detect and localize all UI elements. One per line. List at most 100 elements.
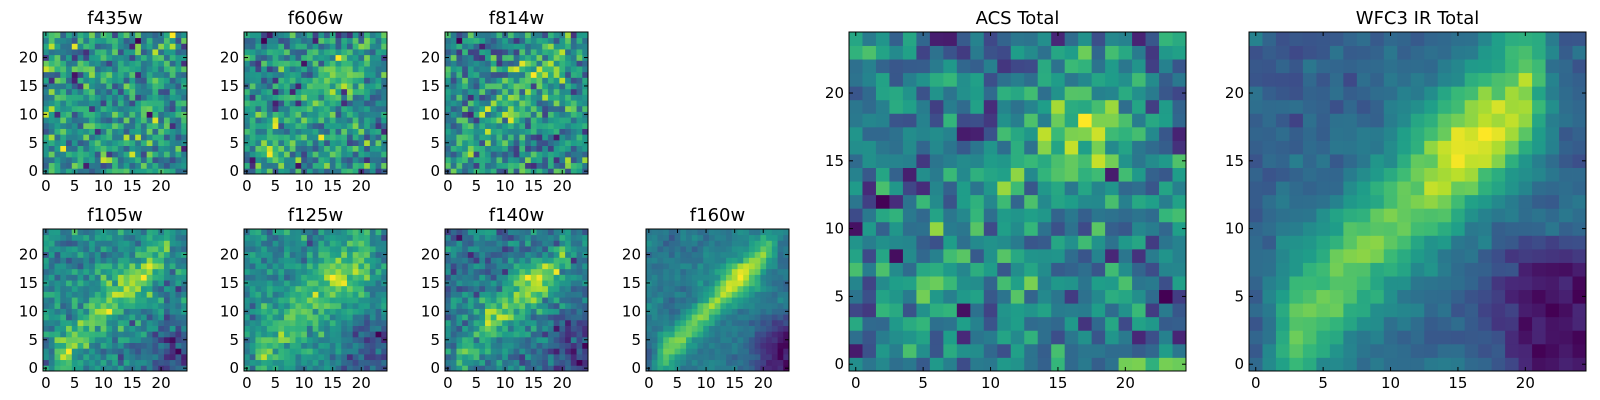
- heatmap-cell: [312, 314, 319, 321]
- heatmap-cell: [306, 229, 314, 236]
- heatmap-cell: [686, 240, 693, 247]
- heatmap-cell: [485, 308, 492, 315]
- heatmap-cell: [513, 297, 520, 304]
- heatmap-cell: [502, 234, 509, 241]
- heatmap-cell: [542, 139, 549, 146]
- heatmap-cell: [364, 111, 371, 118]
- heatmap-cell: [754, 263, 761, 270]
- heatmap-cell: [490, 66, 497, 73]
- heatmap-cell: [473, 268, 480, 275]
- heatmap-cell: [181, 49, 188, 56]
- heatmap-cell: [646, 302, 653, 309]
- heatmap-cell: [244, 353, 251, 361]
- heatmap-cell: [542, 94, 549, 101]
- heatmap-cell: [71, 134, 78, 141]
- heatmap-cell: [329, 54, 336, 61]
- heatmap-cell: [301, 240, 308, 247]
- heatmap-cell: [301, 274, 308, 281]
- heatmap-cell: [450, 128, 457, 135]
- heatmap-cell: [341, 353, 348, 361]
- heatmap-cell: [89, 100, 96, 107]
- heatmap-cell: [760, 353, 767, 361]
- heatmap-cell: [777, 291, 784, 298]
- heatmap-cell: [783, 302, 790, 309]
- heatmap-cell: [513, 139, 520, 146]
- heatmap-cell: [89, 168, 96, 175]
- heatmap-cell: [272, 66, 279, 73]
- heatmap-cell: [71, 240, 78, 247]
- heatmap-cell: [295, 274, 302, 281]
- heatmap-cell: [369, 151, 376, 158]
- heatmap-cell: [117, 308, 125, 315]
- heatmap-cell: [542, 77, 549, 84]
- heatmap-cell: [525, 66, 532, 73]
- heatmap-cell: [163, 319, 171, 326]
- heatmap-cell: [576, 128, 583, 135]
- heatmap-cell: [346, 302, 354, 309]
- heatmap-cell: [559, 49, 566, 56]
- heatmap-cell: [668, 234, 675, 241]
- heatmap-cell: [726, 251, 733, 258]
- heatmap-cell: [553, 240, 560, 247]
- heatmap-cell: [530, 251, 537, 258]
- heatmap-cell: [318, 77, 325, 84]
- heatmap-cell: [462, 54, 469, 61]
- heatmap-cell: [158, 263, 165, 270]
- heatmap-cell: [129, 77, 136, 84]
- heatmap-cell: [284, 302, 291, 309]
- heatmap-cell: [657, 353, 664, 361]
- heatmap-cell: [312, 246, 319, 253]
- heatmap-cell: [158, 359, 165, 366]
- heatmap-cell: [375, 229, 382, 236]
- heatmap-cell: [123, 325, 130, 332]
- heatmap-cell: [525, 291, 532, 298]
- heatmap-cell: [542, 43, 549, 50]
- heatmap-cell: [306, 348, 314, 355]
- heatmap-cell: [983, 235, 998, 250]
- heatmap-cell: [462, 71, 469, 78]
- heatmap-cell: [674, 308, 681, 315]
- heatmap-cell: [255, 359, 262, 366]
- heatmap-cell: [289, 32, 296, 39]
- heatmap-cell: [117, 268, 125, 275]
- heatmap-cell: [261, 365, 268, 372]
- heatmap-cell: [450, 319, 457, 326]
- heatmap-cell: [490, 359, 497, 366]
- heatmap-cell: [112, 348, 119, 355]
- heatmap-cell: [1064, 357, 1079, 372]
- heatmap-cell: [244, 240, 251, 247]
- heatmap-cell: [163, 331, 171, 338]
- heatmap-cell: [542, 71, 549, 78]
- heatmap-cell: [352, 342, 359, 349]
- heatmap-cell: [272, 353, 279, 361]
- heatmap-cell: [106, 156, 113, 164]
- heatmap-cell: [473, 336, 480, 343]
- heatmap-cell: [324, 117, 331, 124]
- heatmap-cell: [324, 342, 331, 349]
- heatmap-cell: [123, 83, 130, 90]
- heatmap-cell: [135, 145, 142, 152]
- heatmap-cell: [983, 316, 998, 331]
- heatmap-cell: [760, 308, 767, 315]
- heatmap-cell: [100, 83, 107, 90]
- heatmap-cell: [754, 285, 761, 292]
- heatmap-cell: [89, 240, 96, 247]
- heatmap-cell: [284, 71, 291, 78]
- heatmap-cell: [714, 257, 721, 264]
- heatmap-cell: [502, 285, 509, 292]
- heatmap-cell: [329, 342, 336, 349]
- heatmap-cell: [129, 43, 136, 50]
- heatmap-cell: [60, 83, 67, 90]
- heatmap-cell: [54, 251, 61, 258]
- heatmap-cell: [1037, 343, 1052, 358]
- y-tick-label: 5: [430, 134, 440, 152]
- heatmap-cell: [473, 77, 480, 84]
- heatmap-cell: [352, 162, 359, 169]
- heatmap-cell: [175, 139, 182, 146]
- heatmap-cell: [456, 77, 463, 84]
- heatmap-cell: [289, 257, 296, 264]
- heatmap-cell: [502, 297, 509, 304]
- heatmap-cell: [559, 71, 566, 78]
- heatmap-cell: [89, 162, 96, 169]
- heatmap-cell: [175, 251, 182, 258]
